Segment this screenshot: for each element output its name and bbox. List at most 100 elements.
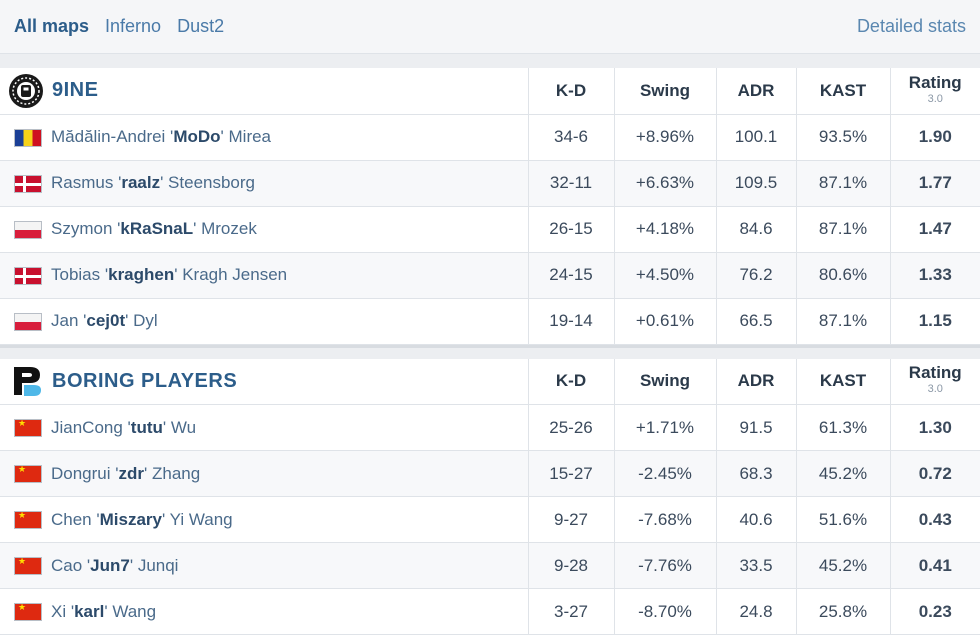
rating-cell: 1.33 <box>889 252 980 299</box>
table-row: Jan 'cej0t' Dyl 19-14 +0.61% 66.5 87.1% 1.15 <box>0 298 980 345</box>
kd-cell: 34-6 <box>527 114 614 161</box>
kd-column-header[interactable]: K-D <box>527 358 614 405</box>
rating-column-header[interactable]: Rating 3.0 <box>889 358 980 405</box>
rating-cell: 1.90 <box>889 114 980 161</box>
table-row: JianCong 'tutu' Wu25-26+1.71%91.561.3%1.… <box>0 404 980 451</box>
kast-column-header[interactable]: KAST <box>795 358 890 405</box>
swing-cell: +8.96% <box>613 114 716 161</box>
kd-cell: 25-26 <box>527 404 614 451</box>
flag-ro-icon <box>14 128 42 147</box>
kd-cell: 3-27 <box>527 588 614 635</box>
adr-cell: 40.6 <box>715 496 796 543</box>
kd-cell: 24-15 <box>527 252 614 299</box>
kd-cell: 9-27 <box>527 496 614 543</box>
flag-cn-icon <box>14 465 42 484</box>
kd-column-header[interactable]: K-D <box>527 68 614 115</box>
adr-cell: 84.6 <box>715 206 796 253</box>
flag-dk-icon <box>14 174 42 193</box>
rating-cell: 0.23 <box>889 588 980 635</box>
player-last-name: ' Wang <box>104 601 157 621</box>
flag-pl-icon <box>14 312 42 331</box>
kast-cell: 87.1% <box>795 206 890 253</box>
player-name-cell[interactable]: Chen 'Miszary' Yi Wang <box>0 496 528 543</box>
table-header-row: 9INE K-D Swing ADR KAST Rating 3.0 <box>0 68 980 115</box>
rating-cell: 0.72 <box>889 450 980 497</box>
team-name[interactable]: BORING PLAYERS <box>52 369 238 392</box>
player-nickname: karl <box>74 601 105 621</box>
rating-cell: 1.15 <box>889 298 980 345</box>
team-name[interactable]: 9INE <box>52 79 99 102</box>
player-nickname: cej0t <box>86 311 126 330</box>
player-first-name: JianCong ' <box>51 417 131 437</box>
rating-label: Rating <box>908 363 962 383</box>
section-gap <box>0 54 980 68</box>
adr-cell: 100.1 <box>715 114 796 161</box>
kd-cell: 19-14 <box>527 298 614 345</box>
rating-version: 3.0 <box>927 92 943 105</box>
rating-cell: 1.30 <box>889 404 980 451</box>
swing-cell: +4.50% <box>613 252 716 299</box>
detailed-stats-link[interactable]: Detailed stats <box>856 16 966 36</box>
player-last-name: ' Steensborg <box>160 173 255 192</box>
player-name-cell[interactable]: Tobias 'kraghen' Kragh Jensen <box>0 252 528 299</box>
kast-cell: 93.5% <box>795 114 890 161</box>
swing-column-header[interactable]: Swing <box>613 358 716 405</box>
kast-column-header[interactable]: KAST <box>795 68 890 115</box>
player-name-cell[interactable]: Szymon 'kRaSnaL' Mrozek <box>0 206 528 253</box>
tab-all-maps[interactable]: All maps <box>14 16 90 36</box>
flag-cn-icon <box>14 511 42 530</box>
kast-cell: 45.2% <box>795 542 890 589</box>
player-nickname: raalz <box>121 173 161 192</box>
player-last-name: ' Wu <box>162 417 197 437</box>
swing-cell: +1.71% <box>613 404 716 451</box>
table-row: Rasmus 'raalz' Steensborg 32-11 +6.63% 109.… <box>0 160 980 207</box>
player-name-cell[interactable]: Mădălin-Andrei 'MoDo' Mirea <box>0 114 528 161</box>
swing-cell: +0.61% <box>613 298 716 345</box>
player-last-name: ' Yi Wang <box>161 509 233 529</box>
flag-cn-icon <box>14 419 42 438</box>
adr-cell: 109.5 <box>715 160 796 207</box>
player-first-name: Tobias ' <box>51 265 109 284</box>
swing-cell: -7.68% <box>613 496 716 543</box>
kast-cell: 25.8% <box>795 588 890 635</box>
table-row: Szymon 'kRaSnaL' Mrozek 26-15 +4.18% 84.6 87… <box>0 206 980 253</box>
rating-column-header[interactable]: Rating 3.0 <box>889 68 980 115</box>
player-name-cell[interactable]: Cao 'Jun7' Junqi <box>0 542 528 589</box>
kast-cell: 80.6% <box>795 252 890 299</box>
flag-pl-icon <box>14 220 42 239</box>
player-last-name: ' Kragh Jensen <box>174 265 288 284</box>
rating-label: Rating <box>908 72 962 92</box>
player-nickname: kRaSnaL <box>120 219 194 238</box>
swing-column-header[interactable]: Swing <box>613 68 716 115</box>
player-name-cell[interactable]: Dongrui 'zdr' Zhang <box>0 450 528 497</box>
player-last-name: ' Junqi <box>129 555 179 575</box>
swing-cell: +4.18% <box>613 206 716 253</box>
kast-cell: 45.2% <box>795 450 890 497</box>
kd-cell: 9-28 <box>527 542 614 589</box>
player-name-cell[interactable]: Xi 'karl' Wang <box>0 588 528 635</box>
rating-cell: 1.77 <box>889 160 980 207</box>
tab-inferno[interactable]: Inferno <box>105 16 162 36</box>
player-last-name: ' Zhang <box>144 463 201 483</box>
adr-cell: 91.5 <box>715 404 796 451</box>
player-last-name: ' Dyl <box>125 311 158 330</box>
player-nickname: kraghen <box>108 265 175 284</box>
player-name-cell[interactable]: JianCong 'tutu' Wu <box>0 404 528 451</box>
player-first-name: Szymon ' <box>51 219 121 238</box>
table-header-row: BORING PLAYERS K-D Swing ADR KAST Rating… <box>0 358 980 405</box>
player-first-name: Jan ' <box>51 311 87 330</box>
player-last-name: ' Mrozek <box>193 219 257 238</box>
table-row: Chen 'Miszary' Yi Wang9-27-7.68%40.651.6… <box>0 496 980 543</box>
table-row: Tobias 'kraghen' Kragh Jensen 24-15 +4.50%… <box>0 252 980 299</box>
tab-dust2[interactable]: Dust2 <box>177 16 225 36</box>
player-name-cell[interactable]: Jan 'cej0t' Dyl <box>0 298 528 345</box>
swing-cell: -2.45% <box>613 450 716 497</box>
rating-version: 3.0 <box>927 383 943 396</box>
adr-column-header[interactable]: ADR <box>715 68 796 115</box>
player-first-name: Xi ' <box>51 601 75 621</box>
adr-column-header[interactable]: ADR <box>715 358 796 405</box>
rating-cell: 1.47 <box>889 206 980 253</box>
player-name-cell[interactable]: Rasmus 'raalz' Steensborg <box>0 160 528 207</box>
swing-cell: -8.70% <box>613 588 716 635</box>
player-first-name: Dongrui ' <box>51 463 119 483</box>
